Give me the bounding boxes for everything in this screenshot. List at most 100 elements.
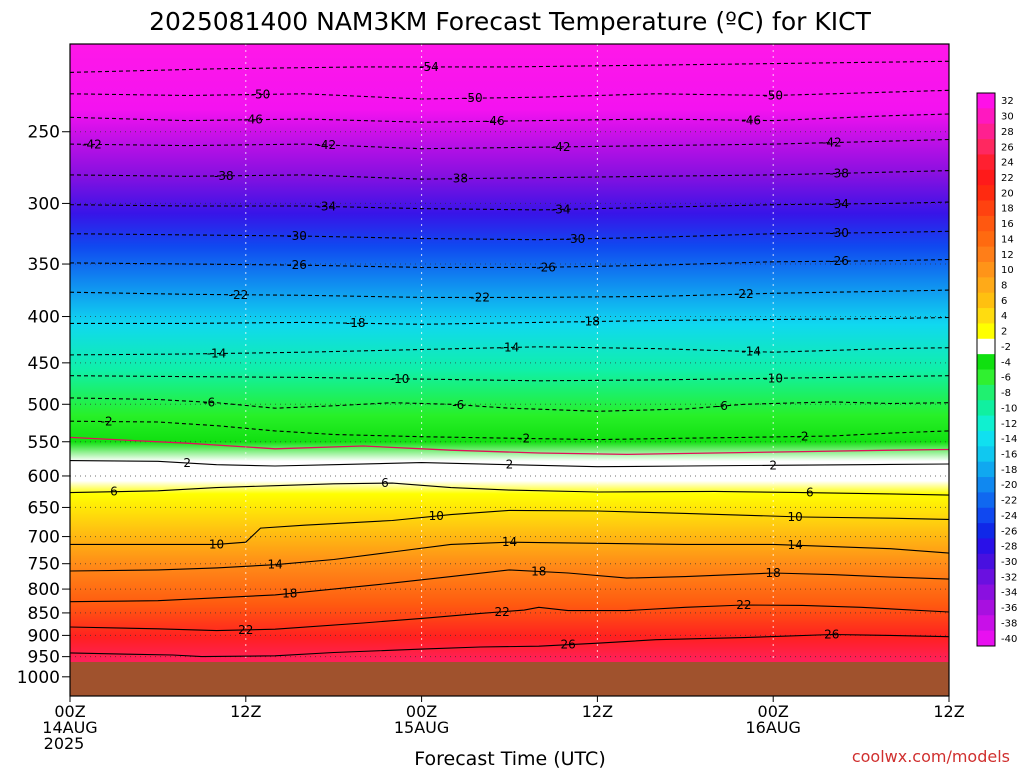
- isotherm-label: 2: [183, 456, 191, 470]
- y-tick-label: 700: [28, 528, 60, 548]
- isotherm-label: 18: [531, 564, 546, 578]
- isotherm-label: -34: [317, 200, 337, 214]
- colorbar-swatch: [977, 384, 995, 401]
- colorbar-swatch: [977, 261, 995, 278]
- y-tick-label: 600: [28, 467, 60, 487]
- isotherm-label: -42: [822, 136, 842, 150]
- isotherm-label: -50: [463, 91, 483, 105]
- colorbar-swatch: [977, 430, 995, 447]
- isotherm-label: -14: [207, 347, 227, 361]
- y-tick-label: 1000: [17, 668, 60, 688]
- colorbar-label: -24: [1001, 511, 1017, 522]
- colorbar-swatch: [977, 369, 995, 386]
- isotherm-label: -38: [448, 172, 468, 186]
- colorbar-swatch: [977, 231, 995, 248]
- colorbar-label: -16: [1001, 449, 1017, 460]
- isotherm-label: -42: [82, 137, 102, 151]
- colorbar-label: -32: [1001, 572, 1017, 583]
- colorbar-label: 20: [1001, 188, 1014, 199]
- isotherm-labels: -54-50 -50 -50-46 -46 -46-42 -42 -42 -42-38 -38-…: [82, 60, 849, 652]
- colorbar-label: 16: [1001, 219, 1014, 230]
- isotherm-label: -22: [470, 290, 490, 304]
- colorbar-label: 28: [1001, 127, 1014, 138]
- isotherm-label: 10: [209, 537, 224, 551]
- isotherm-label: -34: [551, 202, 571, 216]
- x-tick-label: 12Z: [933, 702, 964, 721]
- x-tick-label: 12Z: [582, 702, 613, 721]
- colorbar-label: 32: [1001, 96, 1014, 107]
- isotherm-line: [70, 258, 949, 268]
- plot-frame: [69, 43, 950, 697]
- isotherm-line: [70, 397, 949, 412]
- colorbar-label: 18: [1001, 204, 1014, 215]
- x-tick-label: 14AUG: [42, 718, 97, 737]
- isotherm-line: [70, 113, 949, 123]
- isotherm-label: 2: [769, 458, 777, 472]
- colorbar: 32 30 28 26 24 22 20 18 16 14 12 10 8 6 4 2 -2 -4 -6 -8 -10 -…: [976, 92, 1017, 647]
- colorbar-swatch: [977, 308, 995, 324]
- colorbar-swatch: [977, 615, 995, 632]
- isotherm-line: [70, 289, 949, 298]
- x-tick-label: 15AUG: [394, 718, 449, 737]
- colorbar-label: 26: [1001, 142, 1014, 153]
- isotherm-line: [70, 633, 949, 658]
- y-tick-label: 350: [28, 255, 60, 275]
- isotherm-line: [70, 89, 949, 100]
- isotherm-label: 18: [766, 566, 781, 580]
- y-tick-label: 650: [28, 498, 60, 518]
- isotherm-line: [70, 482, 949, 496]
- isotherm-label: 14: [267, 558, 282, 572]
- isotherm-label: 26: [824, 628, 839, 642]
- colorbar-label: -10: [1001, 403, 1017, 414]
- isotherm-label: -46: [485, 114, 505, 128]
- isotherm-label: -26: [829, 254, 849, 268]
- isotherm-label: -30: [566, 232, 586, 246]
- colorbar-swatch: [977, 246, 995, 263]
- x-tick-label: 2025: [44, 734, 85, 753]
- colorbar-label: 24: [1001, 158, 1014, 169]
- colorbar-swatch: [977, 599, 995, 616]
- grid-lines: [70, 44, 949, 696]
- colorbar-label: 4: [1001, 311, 1007, 322]
- colorbar-label: 8: [1001, 281, 1007, 292]
- y-tick-label: 250: [28, 123, 60, 143]
- isotherm-label: 22: [495, 605, 510, 619]
- isotherm-label: -18: [346, 316, 366, 330]
- x-tick-label: 16AUG: [745, 718, 800, 737]
- isotherm-label: 26: [560, 638, 575, 652]
- colorbar-label: -34: [1001, 588, 1017, 599]
- colorbar-label: -28: [1001, 542, 1017, 553]
- isotherm-line: [70, 230, 949, 241]
- isotherm-label: -26: [536, 260, 556, 274]
- freezing-level-line: [70, 436, 949, 456]
- isotherm-label: 14: [502, 535, 517, 549]
- colorbar-label: -12: [1001, 419, 1017, 430]
- colorbar-label: -30: [1001, 557, 1017, 568]
- colorbar-label: -38: [1001, 618, 1017, 629]
- isotherm-label: -26: [287, 258, 307, 272]
- isotherm-label: 6: [806, 486, 814, 500]
- colorbar-label: -20: [1001, 480, 1017, 491]
- isotherm-label: -22: [734, 287, 754, 301]
- isotherm-label: -38: [829, 166, 849, 180]
- colorbar-swatch: [977, 584, 995, 601]
- isotherm-label: -30: [829, 226, 849, 240]
- colorbar-swatch: [977, 169, 995, 186]
- x-tick-label: 00Z: [406, 702, 437, 721]
- isotherm-line: [70, 541, 949, 572]
- isotherm-label: -18: [580, 315, 600, 329]
- isotherm-label: 6: [381, 476, 389, 490]
- y-tick-label: 550: [28, 433, 60, 453]
- colorbar-label: -8: [1001, 388, 1011, 399]
- colorbar-label: -36: [1001, 603, 1017, 614]
- colorbar-label: -40: [1001, 634, 1017, 645]
- colorbar-label: -6: [1001, 373, 1011, 384]
- isotherm-label: 10: [788, 510, 803, 524]
- colorbar-swatch: [977, 477, 995, 493]
- isotherm-label: -42: [551, 140, 571, 154]
- isotherm-label: -50: [251, 87, 271, 101]
- colorbar-label: -2: [1001, 342, 1011, 353]
- isotherm-label: -46: [741, 113, 761, 127]
- isotherm-label: -2: [101, 415, 113, 429]
